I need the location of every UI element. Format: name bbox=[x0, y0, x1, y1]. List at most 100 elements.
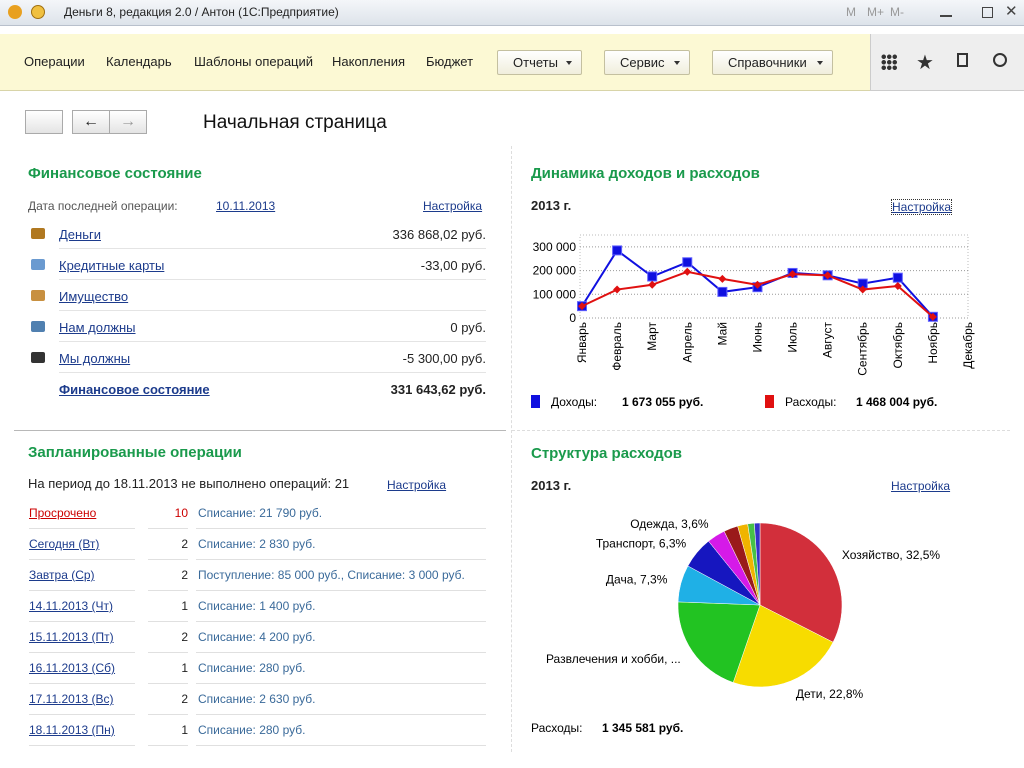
row-count: 2 bbox=[181, 692, 188, 706]
row-label[interactable]: Просрочено bbox=[29, 506, 97, 520]
section-title: Структура расходов bbox=[531, 445, 683, 462]
settings-link[interactable]: Настройка bbox=[891, 479, 951, 493]
home-button[interactable] bbox=[25, 110, 63, 134]
row-label[interactable]: 18.11.2013 (Пн) bbox=[29, 723, 115, 737]
menu-label[interactable]: Сервис bbox=[620, 55, 665, 70]
nav-item[interactable]: Шаблоны операций bbox=[194, 54, 314, 69]
row-label[interactable]: Завтра (Ср) bbox=[29, 568, 95, 582]
row-line bbox=[196, 528, 486, 529]
settings-link[interactable]: Настройка bbox=[891, 199, 953, 215]
row-icon bbox=[31, 290, 45, 301]
menu-arrow bbox=[817, 61, 823, 65]
row-label[interactable]: Деньги bbox=[59, 227, 101, 242]
nav-item[interactable]: Календарь bbox=[106, 54, 172, 69]
memory-button[interactable]: M+ bbox=[867, 5, 885, 19]
search-icon[interactable] bbox=[993, 53, 1007, 67]
chart-subtitle: 2013 г. bbox=[531, 478, 572, 493]
row-line bbox=[29, 621, 135, 622]
row-line bbox=[148, 621, 188, 622]
x-tick-label: Сентябрь bbox=[856, 322, 870, 376]
point bbox=[578, 302, 586, 311]
row-line bbox=[29, 590, 135, 591]
row-icon bbox=[31, 259, 45, 270]
point bbox=[858, 285, 867, 294]
row-details: Списание: 1 400 руб. bbox=[198, 599, 316, 613]
divider bbox=[511, 146, 513, 752]
history-icon[interactable] bbox=[957, 53, 968, 67]
settings-link[interactable]: Настройка bbox=[423, 199, 483, 213]
x-tick-label: Октябрь bbox=[891, 322, 905, 369]
slice-label: Транспорт, 6,3% bbox=[596, 537, 687, 551]
forward-button[interactable]: → bbox=[109, 110, 147, 134]
menu-arrow bbox=[566, 61, 572, 65]
row-details: Списание: 21 790 руб. bbox=[198, 506, 323, 520]
slice-label: Дети, 22,8% bbox=[796, 687, 864, 701]
row-count: 10 bbox=[174, 506, 188, 520]
row-label[interactable]: Имущество bbox=[59, 289, 129, 304]
last-date[interactable]: 10.11.2013 bbox=[216, 199, 276, 213]
divider bbox=[512, 430, 1010, 432]
row-icon bbox=[31, 321, 45, 332]
row-label[interactable]: Сегодня (Вт) bbox=[29, 537, 100, 551]
row-icon bbox=[31, 228, 45, 239]
menu-box[interactable] bbox=[712, 50, 833, 75]
title-bar bbox=[0, 0, 1024, 26]
memory-button[interactable]: M bbox=[846, 5, 856, 19]
y-tick-label: 300 000 bbox=[533, 240, 577, 254]
label: Дата последней операции: bbox=[28, 199, 178, 213]
y-tick-label: 100 000 bbox=[533, 287, 577, 301]
row-line bbox=[148, 745, 188, 746]
menu-button[interactable] bbox=[31, 5, 45, 19]
favorites-icon[interactable]: ★ bbox=[916, 52, 934, 74]
nav-item[interactable]: Накопления bbox=[332, 54, 406, 69]
menu-label[interactable]: Отчеты bbox=[513, 55, 558, 70]
back-button[interactable]: ← bbox=[72, 110, 110, 134]
row-line bbox=[59, 372, 486, 373]
summary: На период до 18.11.2013 не выполнено опе… bbox=[28, 476, 350, 491]
legend-label: Доходы: bbox=[551, 395, 597, 409]
total-label[interactable]: Финансовое состояние bbox=[59, 382, 210, 397]
x-tick-label: Август bbox=[821, 322, 835, 359]
row-line bbox=[196, 590, 486, 591]
row-label[interactable]: 16.11.2013 (Сб) bbox=[29, 661, 116, 675]
maximize[interactable] bbox=[982, 7, 993, 18]
row-label[interactable]: Нам должны bbox=[59, 320, 136, 335]
row-value: 336 868,02 руб. bbox=[392, 227, 486, 242]
row-value: -5 300,00 руб. bbox=[402, 351, 486, 366]
row-count: 1 bbox=[181, 599, 188, 613]
memory-button[interactable]: M- bbox=[890, 5, 904, 19]
app-icon[interactable] bbox=[8, 5, 22, 19]
row-label[interactable]: Мы должны bbox=[59, 351, 131, 366]
row-count: 1 bbox=[181, 723, 188, 737]
row-label[interactable]: 17.11.2013 (Вс) bbox=[29, 692, 114, 706]
row-line bbox=[148, 652, 188, 653]
row-label[interactable]: Кредитные карты bbox=[59, 258, 165, 273]
row-details: Списание: 280 руб. bbox=[198, 723, 306, 737]
row-label[interactable]: 14.11.2013 (Чт) bbox=[29, 599, 113, 613]
nav-item[interactable]: Бюджет bbox=[426, 54, 474, 69]
point bbox=[612, 245, 623, 256]
chart-subtitle: 2013 г. bbox=[531, 198, 572, 213]
row-label[interactable]: 15.11.2013 (Пт) bbox=[29, 630, 114, 644]
menu-label[interactable]: Справочники bbox=[728, 55, 807, 70]
row-line bbox=[148, 559, 188, 560]
point bbox=[647, 271, 658, 282]
legend-label: Расходы: bbox=[785, 395, 837, 409]
close[interactable]: ✕ bbox=[1005, 3, 1018, 20]
legend-swatch bbox=[765, 395, 774, 408]
point bbox=[892, 272, 903, 283]
row-line bbox=[59, 310, 486, 311]
section-title: Динамика доходов и расходов bbox=[531, 165, 760, 182]
settings-link[interactable]: Настройка bbox=[387, 478, 447, 492]
minimize[interactable] bbox=[940, 15, 952, 17]
row-line bbox=[148, 683, 188, 684]
nav-item[interactable]: Операции bbox=[24, 54, 85, 69]
total-label: Расходы: bbox=[531, 721, 583, 735]
point bbox=[682, 257, 693, 268]
row-line bbox=[196, 714, 486, 715]
page-title: Начальная страница bbox=[203, 112, 387, 133]
row-line bbox=[59, 341, 486, 342]
apps-icon[interactable] bbox=[881, 54, 897, 70]
